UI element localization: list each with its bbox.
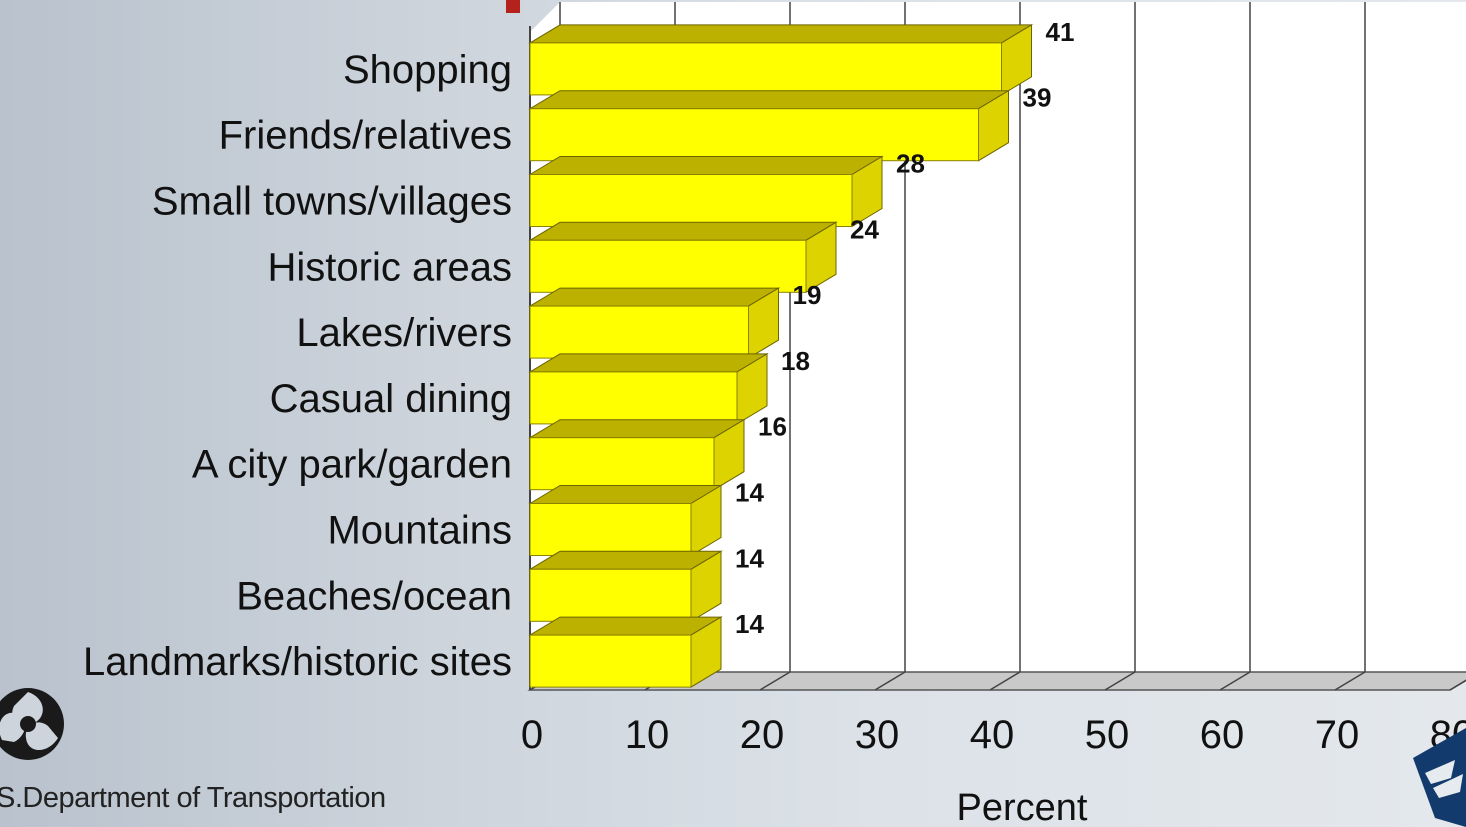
x-tick-label: 70 bbox=[1315, 713, 1360, 757]
bar-value-label: 19 bbox=[793, 280, 822, 310]
bar bbox=[529, 239, 807, 293]
bar bbox=[529, 568, 692, 622]
x-tick-label: 50 bbox=[1085, 713, 1130, 757]
bar-top-face bbox=[528, 353, 769, 373]
bar-top-face bbox=[528, 419, 746, 439]
bar bbox=[529, 634, 692, 688]
x-tick-label: 0 bbox=[521, 713, 543, 757]
x-gridline-floor bbox=[874, 671, 906, 691]
bar-value-label: 28 bbox=[896, 149, 925, 179]
bar-value-label: 16 bbox=[758, 412, 787, 442]
chart-labels: 0102030405060708041Shopping39Friends/rel… bbox=[83, 17, 1466, 757]
bar-top-face bbox=[528, 90, 1011, 110]
x-gridline-floor bbox=[1334, 671, 1366, 691]
bar-value-label: 24 bbox=[850, 214, 879, 244]
x-gridline-floor bbox=[759, 671, 791, 691]
x-tick-label: 30 bbox=[855, 713, 900, 757]
bar-top-face bbox=[528, 221, 838, 241]
x-gridline-floor bbox=[1449, 679, 1466, 691]
bar-value-label: 14 bbox=[735, 609, 764, 639]
bar-top-face bbox=[528, 287, 781, 307]
bar-value-label: 39 bbox=[1023, 83, 1052, 113]
bar bbox=[529, 108, 979, 162]
x-axis-title: Percent bbox=[957, 787, 1088, 827]
chart-bars bbox=[528, 24, 1034, 688]
category-label: Beaches/ocean bbox=[236, 574, 512, 618]
dot-tri-swirl-icon bbox=[0, 688, 64, 760]
x-tick-label: 40 bbox=[970, 713, 1015, 757]
footer-organization: S.Department of Transportation bbox=[0, 782, 386, 814]
bar-top-face bbox=[528, 616, 723, 636]
bar bbox=[529, 42, 1002, 96]
category-label: Historic areas bbox=[267, 245, 512, 289]
x-gridline-floor bbox=[1104, 671, 1136, 691]
bar bbox=[529, 437, 715, 491]
bar-top-face bbox=[528, 550, 723, 570]
bar bbox=[529, 503, 692, 556]
bar-value-label: 41 bbox=[1046, 17, 1075, 47]
x-gridline-floor bbox=[1219, 671, 1251, 691]
category-label: Landmarks/historic sites bbox=[83, 640, 512, 684]
bar bbox=[529, 305, 749, 359]
bar-top-face bbox=[528, 156, 884, 175]
x-tick-label: 10 bbox=[625, 713, 670, 757]
bar-value-label: 18 bbox=[781, 346, 810, 376]
bar bbox=[529, 371, 738, 425]
category-label: Mountains bbox=[327, 509, 512, 553]
bar-value-label: 14 bbox=[735, 543, 764, 573]
bar-value-label: 14 bbox=[735, 478, 764, 508]
bar-top-face bbox=[528, 485, 723, 504]
category-label: Small towns/villages bbox=[152, 180, 512, 224]
x-tick-label: 60 bbox=[1200, 713, 1245, 757]
category-label: Lakes/rivers bbox=[296, 311, 512, 355]
dot-emblem-icon bbox=[1413, 728, 1466, 827]
category-label: Friends/relatives bbox=[219, 114, 512, 158]
bar-top-face bbox=[528, 24, 1034, 44]
x-gridline-floor bbox=[989, 671, 1021, 691]
category-label: A city park/garden bbox=[192, 443, 512, 487]
slide-accent-mark bbox=[506, 0, 520, 13]
x-tick-label: 20 bbox=[740, 713, 785, 757]
category-label: Casual dining bbox=[270, 377, 512, 421]
bar bbox=[529, 174, 853, 227]
category-label: Shopping bbox=[343, 48, 512, 92]
